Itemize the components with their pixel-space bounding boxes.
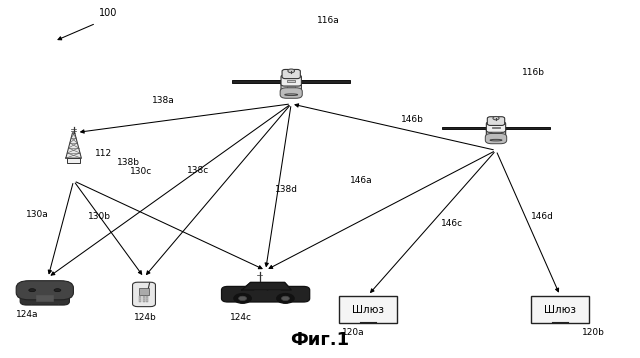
FancyBboxPatch shape	[139, 299, 141, 301]
FancyBboxPatch shape	[143, 296, 145, 297]
FancyBboxPatch shape	[16, 281, 74, 300]
FancyBboxPatch shape	[221, 286, 310, 302]
Text: 130a: 130a	[26, 210, 49, 219]
FancyBboxPatch shape	[268, 284, 280, 290]
FancyBboxPatch shape	[487, 117, 505, 125]
Text: Шлюз: Шлюз	[544, 305, 576, 315]
Circle shape	[282, 296, 289, 301]
FancyBboxPatch shape	[531, 296, 589, 323]
Polygon shape	[242, 282, 291, 290]
Text: Шлюз: Шлюз	[352, 305, 384, 315]
FancyBboxPatch shape	[281, 82, 301, 93]
FancyBboxPatch shape	[143, 297, 145, 299]
Text: 124b: 124b	[134, 313, 157, 323]
FancyBboxPatch shape	[139, 301, 141, 303]
FancyBboxPatch shape	[147, 296, 148, 297]
Text: 138d: 138d	[275, 185, 298, 194]
Text: 116a: 116a	[317, 16, 340, 25]
FancyBboxPatch shape	[139, 288, 149, 295]
Text: 146a: 146a	[350, 176, 373, 185]
FancyBboxPatch shape	[147, 297, 148, 299]
Text: 146d: 146d	[531, 212, 554, 221]
Polygon shape	[66, 133, 81, 158]
Circle shape	[239, 296, 246, 301]
FancyBboxPatch shape	[139, 297, 141, 299]
FancyBboxPatch shape	[132, 282, 156, 306]
Text: 124c: 124c	[230, 313, 252, 323]
Text: 100: 100	[99, 8, 118, 18]
Circle shape	[493, 116, 499, 120]
FancyBboxPatch shape	[486, 129, 506, 139]
FancyBboxPatch shape	[36, 295, 53, 300]
Ellipse shape	[285, 94, 298, 96]
FancyBboxPatch shape	[143, 301, 145, 303]
FancyBboxPatch shape	[20, 289, 70, 305]
FancyBboxPatch shape	[282, 69, 300, 79]
FancyBboxPatch shape	[281, 75, 301, 86]
Ellipse shape	[54, 289, 61, 292]
Ellipse shape	[490, 139, 502, 141]
FancyBboxPatch shape	[339, 296, 397, 323]
Text: 120a: 120a	[342, 328, 365, 337]
FancyBboxPatch shape	[67, 158, 81, 163]
Text: 112: 112	[95, 149, 112, 158]
Text: 130c: 130c	[130, 167, 152, 176]
Text: 130b: 130b	[88, 212, 111, 221]
Text: 138c: 138c	[188, 165, 209, 175]
Text: Фиг.1: Фиг.1	[291, 331, 349, 349]
Circle shape	[276, 294, 294, 303]
Text: 120b: 120b	[582, 328, 605, 337]
FancyBboxPatch shape	[147, 301, 148, 303]
FancyBboxPatch shape	[287, 86, 295, 88]
Text: 146b: 146b	[401, 115, 424, 125]
Text: 116b: 116b	[522, 68, 545, 77]
FancyBboxPatch shape	[492, 127, 500, 129]
Text: 138b: 138b	[116, 158, 140, 168]
FancyBboxPatch shape	[503, 127, 550, 129]
FancyBboxPatch shape	[492, 132, 500, 134]
Circle shape	[288, 69, 294, 73]
Text: 124a: 124a	[16, 310, 38, 319]
FancyBboxPatch shape	[232, 80, 284, 83]
FancyBboxPatch shape	[486, 122, 506, 132]
Ellipse shape	[29, 289, 36, 292]
Text: 146c: 146c	[441, 219, 463, 228]
FancyBboxPatch shape	[298, 80, 350, 83]
FancyBboxPatch shape	[287, 80, 295, 82]
FancyBboxPatch shape	[147, 299, 148, 301]
FancyBboxPatch shape	[253, 284, 266, 290]
FancyBboxPatch shape	[280, 88, 302, 98]
Circle shape	[234, 294, 252, 303]
FancyBboxPatch shape	[143, 299, 145, 301]
FancyBboxPatch shape	[139, 296, 141, 297]
Text: 138a: 138a	[152, 96, 175, 105]
FancyBboxPatch shape	[485, 134, 507, 144]
FancyBboxPatch shape	[442, 127, 489, 129]
